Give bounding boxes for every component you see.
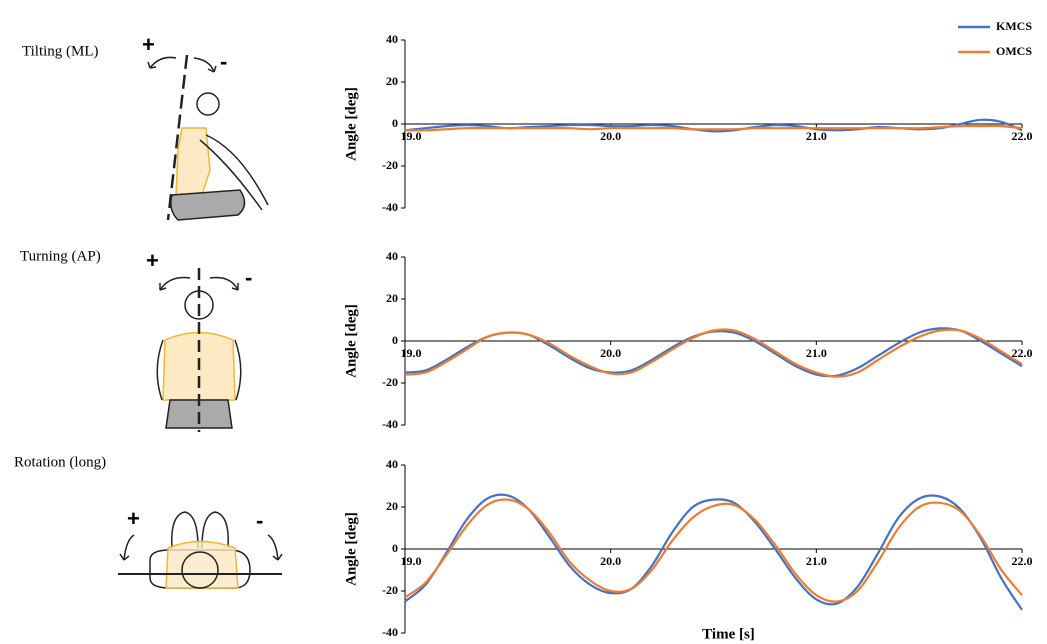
x-tick-label: 22.0 bbox=[1012, 129, 1033, 143]
y-tick-label: 20 bbox=[386, 291, 398, 305]
x-tick-label: 21.0 bbox=[806, 346, 827, 360]
panel-title: Tilting (ML) bbox=[22, 43, 99, 59]
y-axis-label: Angle [deg] bbox=[343, 304, 359, 378]
panel-title: Turning (AP) bbox=[20, 248, 101, 264]
y-tick-label: -40 bbox=[382, 625, 398, 639]
series-line bbox=[405, 328, 1022, 376]
y-tick-label: 0 bbox=[392, 333, 398, 347]
y-tick-label: 40 bbox=[386, 249, 398, 263]
y-tick-label: 20 bbox=[386, 499, 398, 513]
y-axis-label: Angle [deg] bbox=[343, 87, 359, 161]
x-tick-label: 22.0 bbox=[1012, 554, 1033, 568]
panel-title: Rotation (long) bbox=[14, 454, 106, 470]
figure: KMCS OMCS Tilting (ML) + - Turning (AP) … bbox=[0, 0, 1047, 644]
x-tick-label: 20.0 bbox=[600, 554, 621, 568]
x-tick-label: 22.0 bbox=[1012, 346, 1033, 360]
illustration-turning bbox=[157, 268, 241, 432]
minus-sign: - bbox=[220, 49, 227, 74]
x-tick-label: 19.0 bbox=[401, 346, 422, 360]
y-tick-label: 0 bbox=[392, 116, 398, 130]
plus-sign: + bbox=[127, 506, 140, 531]
series-line bbox=[405, 495, 1022, 610]
series-line bbox=[405, 330, 1022, 377]
y-axis-label: Angle [deg] bbox=[343, 512, 359, 586]
y-tick-label: -40 bbox=[382, 200, 398, 214]
x-axis-label: Time [s] bbox=[702, 626, 755, 642]
y-tick-label: 20 bbox=[386, 74, 398, 88]
minus-sign: - bbox=[245, 265, 252, 290]
plus-sign: + bbox=[142, 32, 155, 57]
series-line bbox=[405, 499, 1022, 601]
minus-sign: - bbox=[256, 508, 263, 533]
y-tick-label: -20 bbox=[382, 158, 398, 172]
y-tick-label: -20 bbox=[382, 375, 398, 389]
legend-label: OMCS bbox=[996, 44, 1032, 58]
x-tick-label: 20.0 bbox=[600, 129, 621, 143]
y-tick-label: -20 bbox=[382, 583, 398, 597]
x-tick-label: 19.0 bbox=[401, 554, 422, 568]
illustration-tilting bbox=[148, 55, 268, 220]
plus-sign: + bbox=[146, 248, 159, 273]
y-tick-label: 40 bbox=[386, 32, 398, 46]
y-tick-label: -40 bbox=[382, 417, 398, 431]
legend-label: KMCS bbox=[996, 19, 1032, 33]
x-tick-label: 21.0 bbox=[806, 554, 827, 568]
y-tick-label: 0 bbox=[392, 541, 398, 555]
y-tick-label: 40 bbox=[386, 457, 398, 471]
x-tick-label: 20.0 bbox=[600, 346, 621, 360]
